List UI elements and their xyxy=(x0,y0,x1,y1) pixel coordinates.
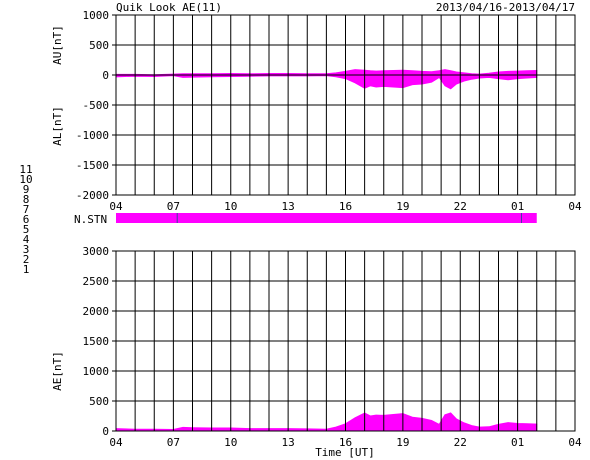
x-tick-label: 01 xyxy=(511,200,524,213)
station-legend-item: 10 xyxy=(19,173,32,186)
x-tick-label: 22 xyxy=(454,436,467,449)
y-tick-label: 1500 xyxy=(83,335,110,348)
y-tick-label: 500 xyxy=(89,39,109,52)
y-tick-label: 1000 xyxy=(83,9,110,22)
x-tick-label: 19 xyxy=(396,200,409,213)
y-tick-label: 0 xyxy=(102,69,109,82)
station-count-strip: N.STN xyxy=(74,213,537,226)
station-legend-item: 1 xyxy=(23,263,30,276)
y-tick-label: 0 xyxy=(102,425,109,438)
station-legend-item: 9 xyxy=(23,183,30,196)
y-tick-label: 500 xyxy=(89,395,109,408)
y-tick-label: -2000 xyxy=(76,189,109,202)
station-legend-item: 7 xyxy=(23,203,30,216)
x-tick-label: 04 xyxy=(568,436,582,449)
station-count-label: N.STN xyxy=(74,213,107,226)
x-tick-label: 16 xyxy=(339,436,352,449)
x-tick-label: 19 xyxy=(396,436,409,449)
y-axis-label-ae: AE[nT] xyxy=(51,351,64,391)
station-count-bar xyxy=(116,213,537,223)
x-tick-label: 10 xyxy=(224,200,237,213)
y-axis-label-al: AL[nT] xyxy=(51,106,64,146)
station-legend-item: 11 xyxy=(19,163,32,176)
y-tick-label: -1500 xyxy=(76,159,109,172)
station-legend-item: 5 xyxy=(23,223,30,236)
x-tick-label: 16 xyxy=(339,200,352,213)
x-tick-label: 22 xyxy=(454,200,467,213)
y-axis-label-au: AU[nT] xyxy=(51,25,64,65)
figure-title: Quik Look AE(11) xyxy=(116,1,222,14)
y-tick-label: -500 xyxy=(83,99,110,112)
station-legend-item: 2 xyxy=(23,253,30,266)
x-tick-label: 07 xyxy=(167,436,180,449)
station-legend-item: 3 xyxy=(23,243,30,256)
x-tick-label: 04 xyxy=(109,436,123,449)
y-tick-label: 2500 xyxy=(83,275,110,288)
station-legend-item: 4 xyxy=(23,233,30,246)
station-legend-item: 6 xyxy=(23,213,30,226)
plot-frame xyxy=(115,250,576,432)
y-tick-label: -1000 xyxy=(76,129,109,142)
x-tick-label: 04 xyxy=(568,200,582,213)
y-tick-label: 3000 xyxy=(83,245,110,258)
station-legend-item: 8 xyxy=(23,193,30,206)
x-tick-label: 07 xyxy=(167,200,180,213)
x-axis-label: Time [UT] xyxy=(315,446,375,459)
x-tick-label: 13 xyxy=(282,200,295,213)
x-tick-label: 13 xyxy=(282,436,295,449)
date-range: 2013/04/16-2013/04/17 xyxy=(436,1,575,14)
y-tick-label: 1000 xyxy=(83,365,110,378)
plot-frame xyxy=(115,14,576,196)
x-tick-label: 01 xyxy=(511,436,524,449)
x-tick-label: 04 xyxy=(109,200,123,213)
x-tick-label: 10 xyxy=(224,436,237,449)
y-tick-label: 2000 xyxy=(83,305,110,318)
